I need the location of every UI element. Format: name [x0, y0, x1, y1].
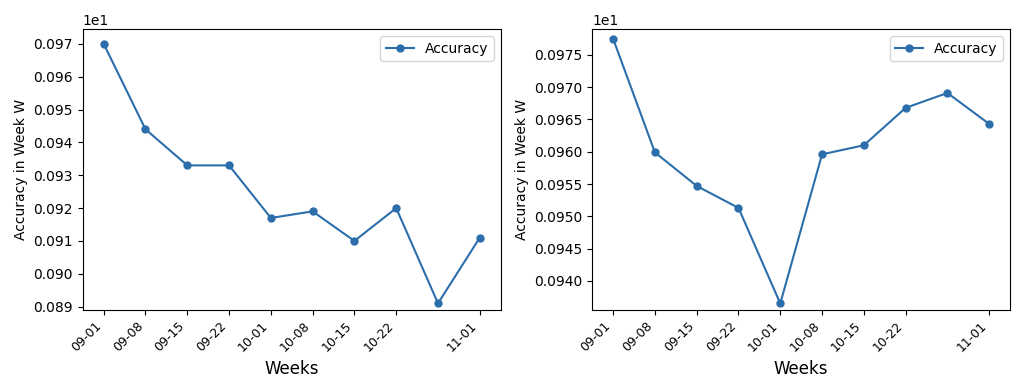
Accuracy [306, 209, 318, 214]
Accuracy [348, 239, 360, 243]
Legend: Accuracy: Accuracy [380, 36, 494, 61]
Accuracy [732, 205, 744, 210]
Accuracy [474, 235, 486, 240]
Accuracy [774, 301, 786, 306]
Accuracy [858, 143, 870, 148]
Legend: Accuracy: Accuracy [890, 36, 1004, 61]
Accuracy [816, 152, 828, 157]
Line: Accuracy: Accuracy [609, 35, 992, 307]
Y-axis label: Accuracy in Week W: Accuracy in Week W [515, 99, 528, 240]
Accuracy [223, 163, 236, 168]
Accuracy [390, 206, 402, 211]
Line: Accuracy: Accuracy [100, 40, 483, 307]
Accuracy [139, 127, 152, 132]
Accuracy [941, 91, 953, 95]
Accuracy [432, 301, 444, 306]
Accuracy [607, 36, 620, 41]
Accuracy [97, 42, 110, 46]
X-axis label: Weeks: Weeks [774, 360, 828, 378]
Accuracy [181, 163, 194, 168]
Accuracy [264, 216, 276, 220]
Accuracy [983, 122, 995, 126]
Accuracy [649, 150, 662, 155]
Accuracy [690, 183, 702, 188]
X-axis label: Weeks: Weeks [264, 360, 319, 378]
Accuracy [899, 105, 911, 110]
Y-axis label: Accuracy in Week W: Accuracy in Week W [14, 99, 28, 240]
